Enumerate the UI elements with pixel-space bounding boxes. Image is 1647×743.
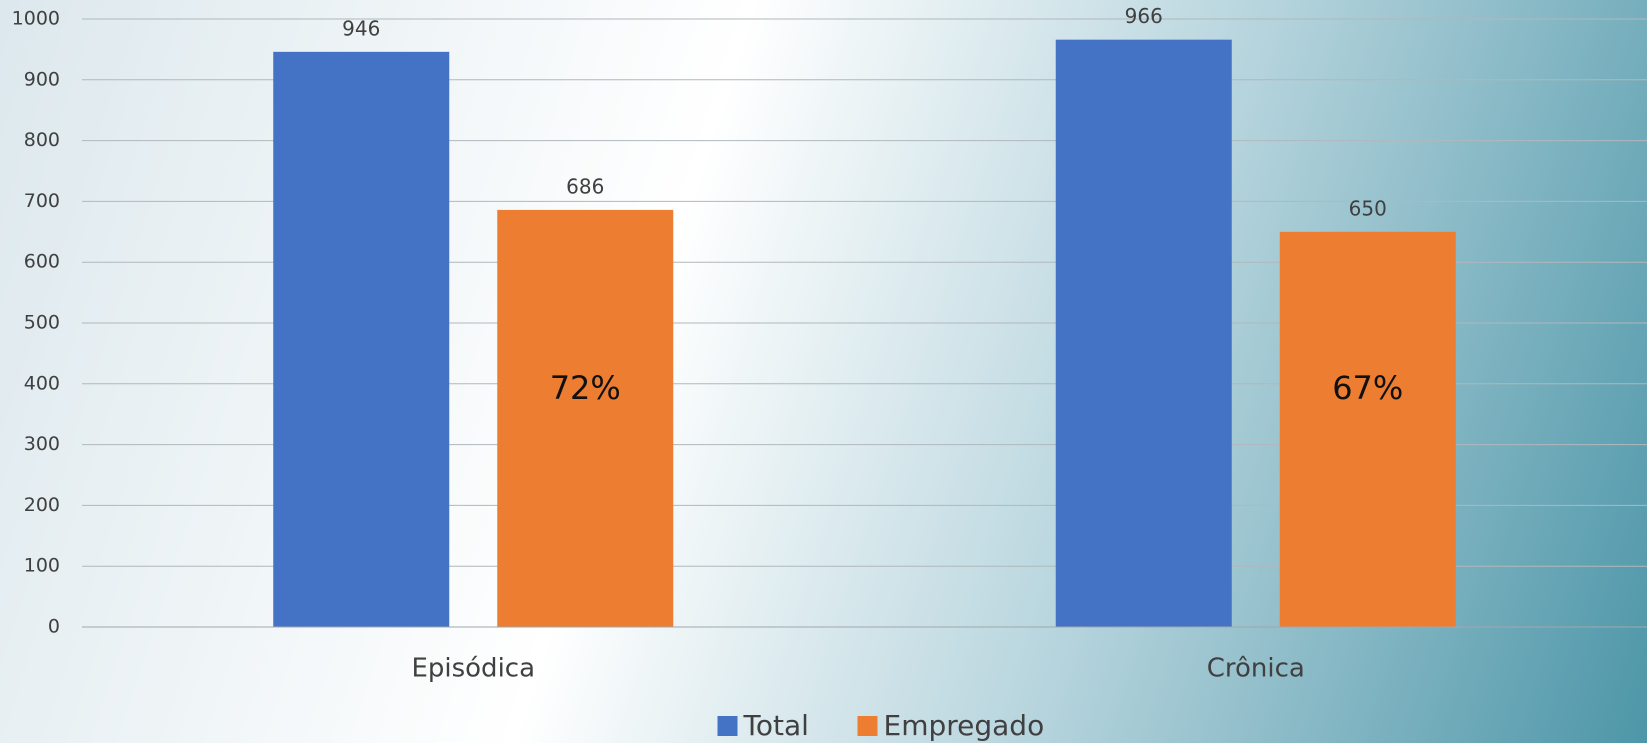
y-tick-label: 100 [24,555,60,577]
legend-swatch [717,716,738,736]
legend-swatch [857,716,878,736]
y-tick-label: 600 [24,251,60,273]
x-tick-label: Crônica [1207,654,1305,684]
value-label: 686 [566,174,604,198]
y-tick-label: 300 [24,433,60,455]
bar [1055,39,1232,628]
y-tick-label: 200 [24,494,60,516]
y-tick-label: 1000 [12,8,60,30]
value-label: 966 [1125,4,1163,28]
value-label: 946 [342,16,380,40]
legend-label: Empregado [884,709,1045,742]
x-tick-label: Episódica [411,654,535,684]
y-tick-label: 800 [24,129,60,151]
legend-label: Total [743,709,809,742]
y-tick-label: 400 [24,372,60,394]
bar [273,51,450,627]
value-label: 650 [1349,196,1387,220]
y-tick-label: 700 [24,190,60,212]
annotation: 72% [550,369,621,407]
bar [1279,231,1456,628]
y-tick-label: 900 [24,68,60,90]
annotation: 67% [1332,369,1403,407]
y-tick-label: 500 [24,312,60,334]
y-tick-label: 0 [48,616,60,638]
bar [497,209,674,628]
